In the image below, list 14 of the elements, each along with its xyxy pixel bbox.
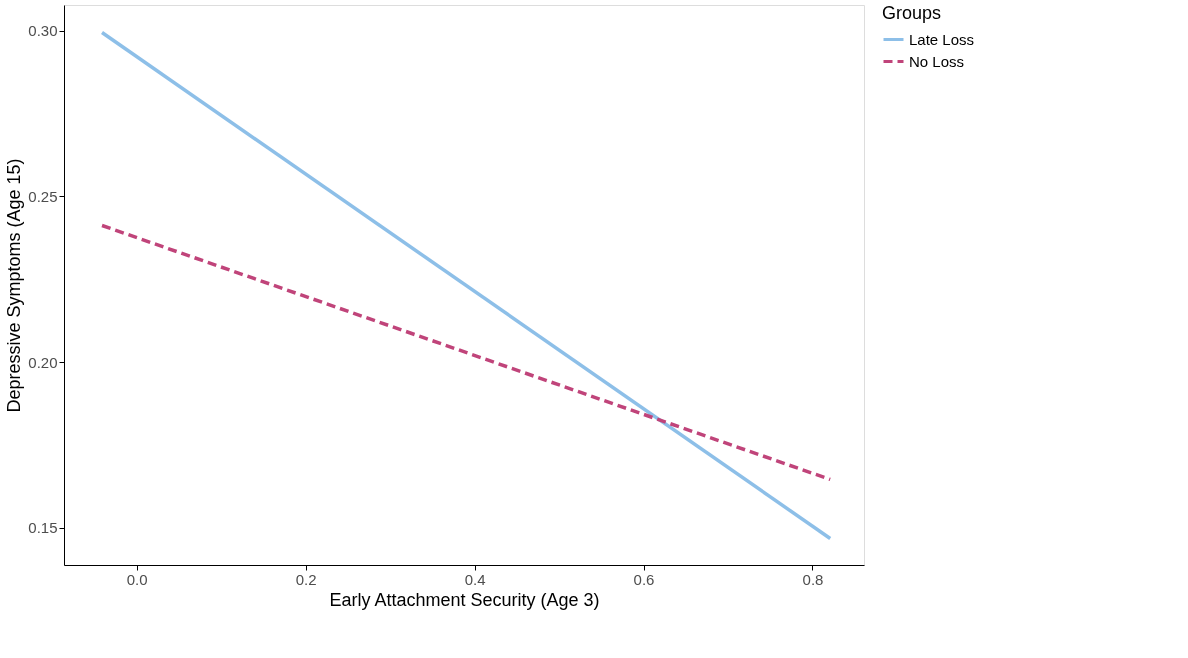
y-tick-label: 0.20 [28,353,58,371]
x-tick-label: 0.6 [633,570,655,588]
legend-title: Groups [882,3,942,23]
legend-label: No Loss [909,52,965,70]
x-tick-label: 0.0 [126,570,148,588]
y-tick-label: 0.15 [28,519,58,537]
x-tick-label: 0.8 [802,570,824,588]
y-axis-title: Depressive Symptoms (Age 15) [4,158,25,413]
y-tick-label: 0.25 [28,187,58,205]
x-tick-label: 0.2 [295,570,317,588]
legend-label: Late Loss [909,30,975,48]
y-tick-label: 0.30 [28,22,58,40]
x-tick-label: 0.4 [464,570,486,588]
x-axis-title: Early Attachment Security (Age 3) [329,589,600,610]
